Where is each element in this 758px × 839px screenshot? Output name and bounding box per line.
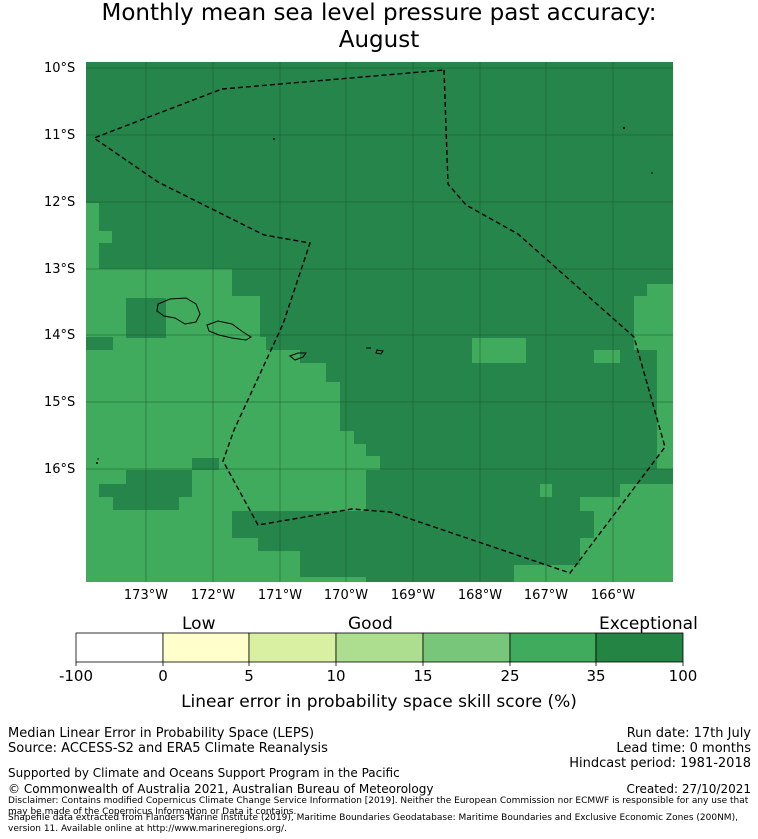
colorbar-label: Linear error in probability space skill … [181,692,577,712]
graticule [86,62,673,582]
colorbar-segment-5 [422,632,511,663]
colorbar-tick: 15 [413,667,433,685]
lat-label-14s: 14°S [44,328,76,343]
colorbar-tick: 0 [158,667,168,685]
exceptional-patches [86,298,380,577]
colorbar-tick: 10 [326,667,346,685]
footer-copyright: © Commonwealth of Australia 2021, Austra… [8,782,434,796]
colorbar-category-good: Good [348,614,393,634]
lon-label-171w: 171°W [257,588,303,603]
footer-method: Median Linear Error in Probability Space… [8,726,315,741]
lon-label-166w: 166°W [590,588,636,603]
shapefile-credit: Shapefile data extracted from Flanders M… [8,813,738,834]
small-islets [96,126,653,464]
colorbar-category-low: Low [182,614,216,634]
lon-label-170w: 170°W [323,588,369,603]
lead-time: Lead time: 0 months [616,741,751,756]
lon-label-172w: 172°W [190,588,236,603]
lon-label-173w: 173°W [123,588,169,603]
lat-label-11s: 11°S [44,128,76,143]
lat-label-12s: 12°S [44,195,76,210]
colorbar-tick: 35 [586,667,606,685]
island-outlines [156,297,384,361]
colorbar-tick: 100 [668,667,698,685]
title-line-1: Monthly mean sea level pressure past acc… [101,0,657,26]
island-upolu [206,320,252,341]
colorbar [75,632,684,666]
island-tutuila [289,352,307,361]
lon-label-167w: 167°W [523,588,569,603]
footer-source: Source: ACCESS-S2 and ERA5 Climate Reana… [8,741,328,756]
lon-label-168w: 168°W [457,588,503,603]
colorbar-segment-4 [335,632,424,663]
run-date: Run date: 17th July [626,726,751,741]
created-date: Created: 27/10/2021 [626,782,751,796]
lon-label-169w: 169°W [390,588,436,603]
eez-boundary [92,69,666,574]
hindcast-period: Hindcast period: 1981-2018 [569,756,751,771]
title-line-2: August [338,27,420,53]
island-manua [366,347,384,355]
lat-label-13s: 13°S [44,262,76,277]
colorbar-tick: 5 [244,667,254,685]
colorbar-segment-6 [509,632,597,663]
lat-label-10s: 10°S [44,61,76,76]
colorbar-tick: 25 [500,667,520,685]
lat-label-15s: 15°S [44,395,76,410]
colorbar-segment-1 [75,632,164,663]
lat-label-16s: 16°S [44,462,76,477]
island-savaii [156,297,201,325]
colorbar-segment-2 [162,632,250,663]
colorbar-segment-3 [248,632,337,663]
colorbar-tick: -100 [58,667,94,685]
colorbar-category-exceptional: Exceptional [599,614,698,634]
colorbar-segment-7 [595,632,684,663]
footer-support: Supported by Climate and Oceans Support … [8,766,400,780]
disclaimer-text: Disclaimer: Contains modified Copernicus… [8,796,749,817]
